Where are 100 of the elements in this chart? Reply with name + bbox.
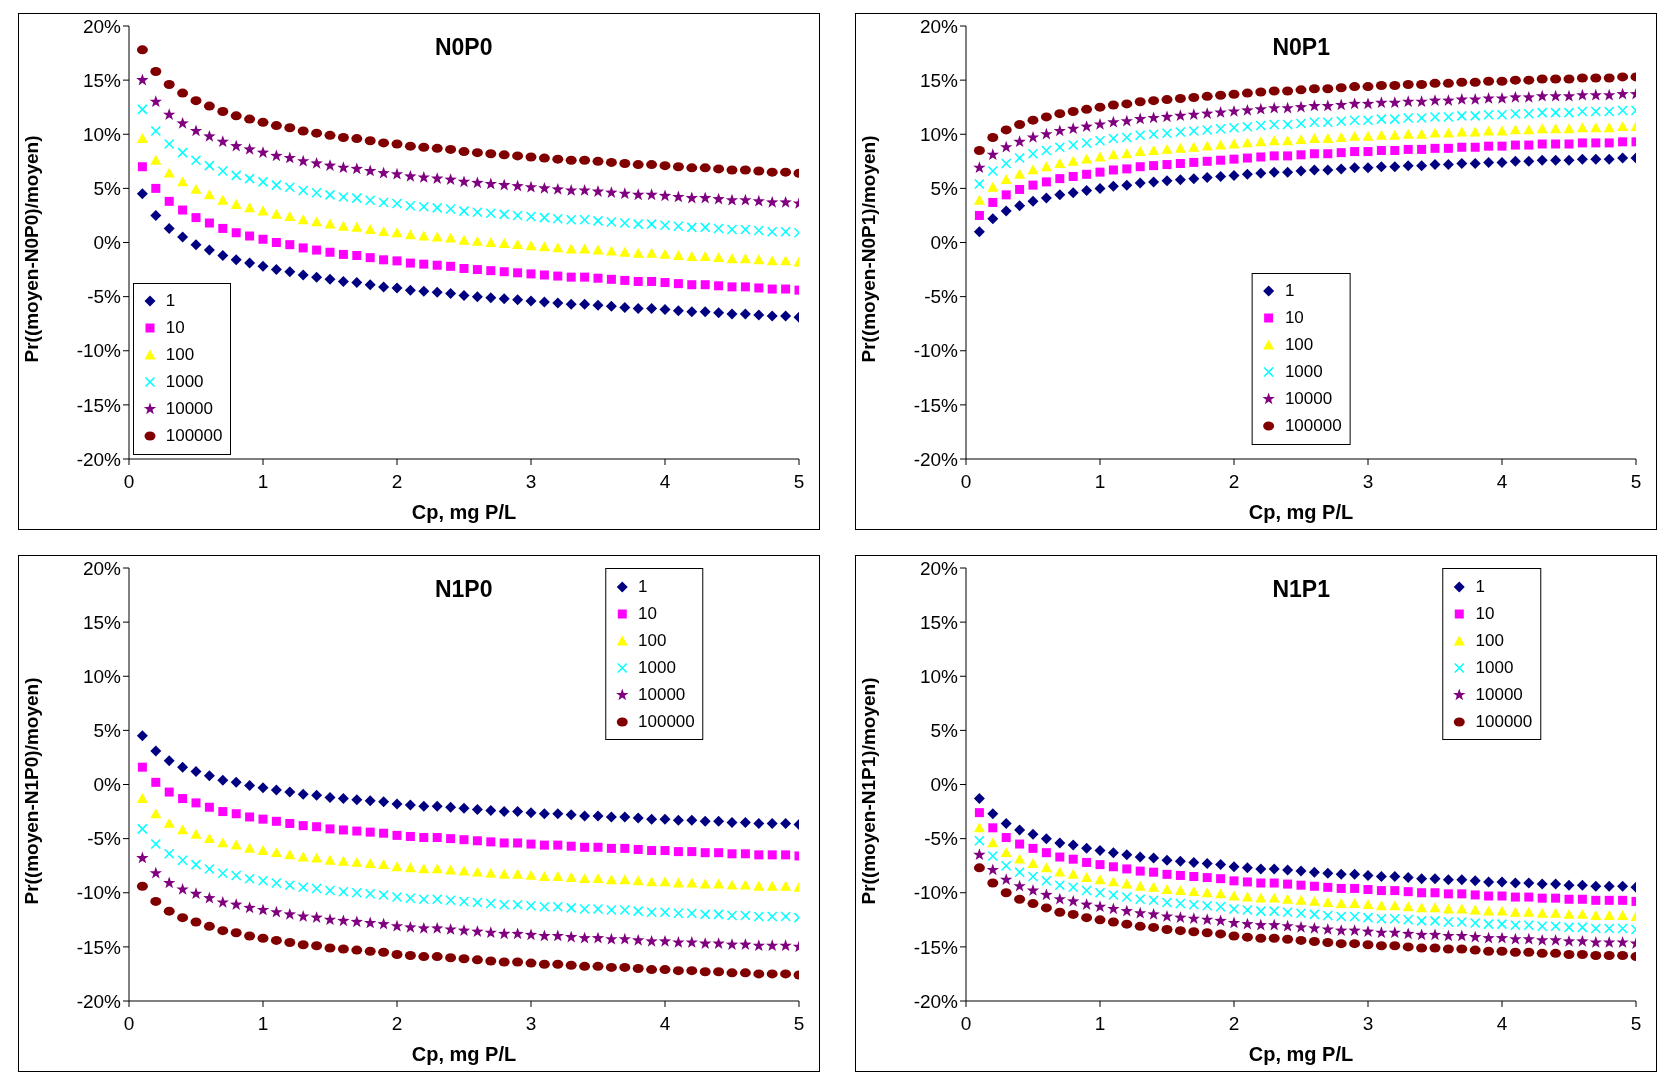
point	[471, 897, 483, 908]
point	[1577, 909, 1589, 920]
point	[1416, 159, 1428, 171]
point	[444, 801, 456, 813]
point	[485, 956, 497, 966]
point	[618, 187, 631, 199]
point	[1135, 161, 1145, 171]
point	[204, 218, 214, 228]
point	[405, 832, 415, 842]
point	[579, 272, 589, 282]
point	[1120, 904, 1134, 917]
point	[203, 101, 215, 111]
point	[1080, 119, 1094, 132]
point	[632, 159, 644, 169]
point	[618, 933, 631, 945]
point	[671, 936, 685, 949]
point	[1376, 941, 1388, 951]
point	[270, 784, 282, 796]
point	[1108, 889, 1119, 901]
point	[498, 293, 510, 305]
point	[1509, 933, 1522, 945]
point	[1416, 128, 1428, 139]
point	[1243, 153, 1253, 163]
point	[1067, 869, 1079, 879]
point	[511, 294, 523, 306]
point	[498, 237, 510, 248]
point	[310, 271, 322, 283]
point	[738, 193, 752, 206]
point	[150, 66, 162, 76]
point	[1524, 892, 1534, 902]
point	[1363, 885, 1373, 895]
point	[552, 154, 564, 164]
point	[458, 896, 469, 907]
point	[1456, 916, 1468, 928]
point	[552, 959, 564, 969]
point	[1403, 144, 1413, 154]
point	[1603, 122, 1615, 132]
point	[1282, 135, 1294, 145]
chart-title: N0P0	[433, 33, 494, 61]
point	[712, 816, 724, 828]
point	[163, 167, 175, 178]
point	[1389, 160, 1401, 172]
point	[243, 901, 256, 914]
point	[1215, 888, 1227, 899]
legend-label: 1	[1284, 281, 1295, 302]
point	[537, 929, 551, 942]
point	[1484, 891, 1494, 901]
point	[592, 903, 603, 915]
y-tick-label: -20%	[913, 448, 959, 470]
point	[1616, 936, 1630, 949]
point	[552, 213, 563, 224]
x-axis-title: Cp, mg P/L	[411, 1043, 516, 1066]
point	[378, 889, 389, 901]
point	[1469, 930, 1482, 943]
point	[1108, 876, 1120, 887]
x-tick-label: 3	[525, 1013, 537, 1035]
point	[257, 117, 269, 127]
point	[1161, 143, 1173, 154]
x-axis-title: Cp, mg P/L	[1249, 1043, 1354, 1066]
point	[1483, 919, 1495, 930]
point	[1349, 162, 1361, 174]
point	[1187, 912, 1201, 925]
point	[1269, 878, 1279, 888]
point	[988, 197, 998, 207]
point	[1589, 88, 1603, 101]
point	[390, 167, 403, 180]
point	[497, 178, 511, 191]
point	[1549, 934, 1563, 946]
point	[1134, 922, 1146, 932]
x-tick-label: 5	[1630, 471, 1642, 493]
point	[1000, 818, 1012, 830]
point	[727, 849, 737, 859]
point	[1389, 900, 1401, 911]
point	[257, 933, 269, 943]
point	[404, 951, 416, 961]
point	[311, 245, 321, 255]
legend-label: 100000	[638, 711, 695, 732]
x-tick-label: 4	[659, 471, 671, 493]
point	[1161, 855, 1173, 867]
y-tick-label: 0%	[930, 231, 959, 253]
point	[1120, 114, 1134, 127]
x-tick-label: 1	[1094, 1013, 1106, 1035]
point	[1215, 170, 1227, 182]
point	[659, 303, 671, 315]
point	[363, 916, 377, 929]
legend-label: 10	[1475, 603, 1495, 624]
point	[592, 299, 604, 311]
point	[1456, 903, 1468, 914]
point	[324, 218, 336, 229]
y-axis-title: Pr((moyen-N0P0)/moyen)	[20, 135, 42, 363]
point	[1175, 173, 1187, 185]
point	[1161, 910, 1174, 923]
point	[553, 840, 563, 850]
point	[1417, 888, 1427, 898]
point	[1496, 931, 1509, 944]
point	[605, 963, 617, 973]
point	[579, 903, 590, 915]
point	[1349, 939, 1361, 949]
point	[1509, 90, 1522, 103]
point	[1429, 873, 1441, 885]
